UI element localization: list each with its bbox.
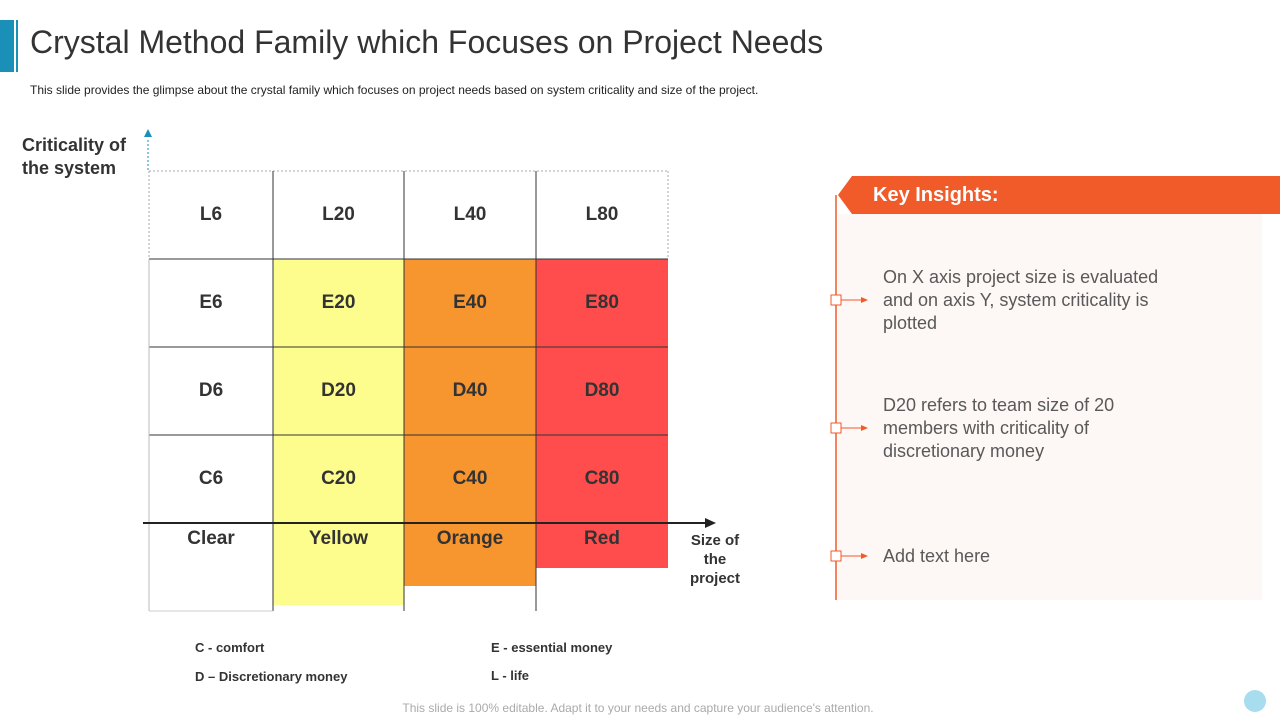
grid-cell: D40 (452, 380, 488, 401)
column-label: Red (584, 528, 620, 549)
footer: This slide is 100% editable. Adapt it to… (402, 701, 874, 715)
legend-item: C - comfort (195, 640, 265, 655)
insight-text: D20 refers to team size of 20 members wi… (883, 395, 1115, 461)
grid-cell: C20 (321, 468, 356, 489)
grid-cell: C80 (584, 468, 620, 489)
grid-cell: L80 (585, 204, 619, 225)
column-label: Clear (187, 528, 235, 549)
grid-cell: L6 (199, 204, 223, 225)
subtitle: This slide provides the glimpse about th… (30, 83, 759, 97)
grid-cell: E6 (199, 292, 223, 313)
title-accent-line (16, 20, 18, 72)
legend-item: D – Discretionary money (195, 669, 348, 684)
legend-item: E - essential money (491, 640, 613, 655)
title: Crystal Method Family which Focuses on P… (30, 24, 824, 60)
column-label: Yellow (308, 528, 369, 549)
column-label: Orange (436, 528, 504, 549)
grid-cell: L20 (322, 204, 355, 225)
grid-cell: D6 (198, 380, 224, 401)
column-fill (273, 259, 404, 605)
legend-item: L - life (491, 668, 530, 683)
grid-cell: L40 (453, 204, 487, 225)
grid-cell: C6 (198, 468, 224, 489)
grid-cell: D80 (584, 380, 620, 401)
x-axis-label: Size of the project (689, 532, 740, 587)
insight-text: Add text here (883, 546, 991, 566)
title-accent (0, 20, 14, 72)
grid-cell: E20 (321, 292, 356, 313)
grid-cell: E40 (453, 292, 487, 313)
grid-cell: E80 (585, 292, 619, 313)
column-fill (404, 259, 536, 586)
insights-title: Key Insights: (873, 184, 999, 206)
column-fill (536, 259, 668, 568)
insight-text: On X axis project size is evaluated and … (883, 267, 1159, 333)
grid-cell: D20 (321, 380, 356, 401)
y-axis-label: Criticality of the system (22, 135, 127, 178)
grid-cell: C40 (452, 468, 488, 489)
